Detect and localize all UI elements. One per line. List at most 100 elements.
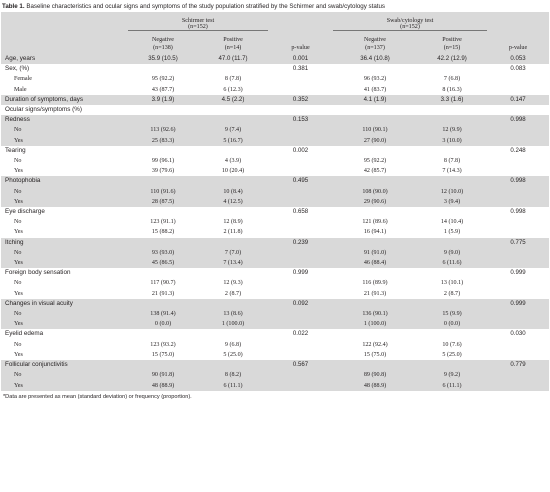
table-caption-label: Table 1. <box>2 3 25 10</box>
swab-positive-cell: 1 (5.9) <box>443 229 461 236</box>
swab-negative-cell <box>333 176 418 187</box>
schirmer-pvalue-cell <box>268 85 333 95</box>
schirmer-positive-cell: 47.0 (11.7) <box>198 54 269 65</box>
schirmer-negative-header: Negative (n=138) <box>128 30 198 54</box>
table-row: No 123 (93.2) 9 (6.8) 122 (92.4) 10 (7.6) <box>1 340 549 350</box>
row-label: No <box>1 247 128 259</box>
swab-positive-cell <box>417 329 487 339</box>
header-label-col <box>1 30 128 54</box>
row-label: Ocular signs/symptoms (%) <box>5 106 82 114</box>
schirmer-positive-label: Positive <box>223 37 243 43</box>
swab-positive-cell <box>417 176 488 187</box>
swab-pvalue-cell <box>487 289 549 299</box>
row-label: Duration of symptoms, days <box>1 94 128 106</box>
schirmer-positive-cell: 9 (6.8) <box>224 341 242 348</box>
table-row: Follicular conjunctivitis 0.567 0.779 <box>1 360 550 371</box>
swab-pvalue-cell <box>487 370 550 381</box>
schirmer-positive-cell: 1 (100.0) <box>198 319 269 330</box>
row-label: Age, years <box>1 54 128 65</box>
schirmer-pvalue-cell: 0.658 <box>292 208 309 216</box>
swab-negative-n: (n=137) <box>365 44 385 51</box>
row-label: Male <box>14 86 27 93</box>
table-row: Yes 15 (75.0) 5 (25.0) 15 (75.0) 5 (25.0) <box>1 350 549 360</box>
schirmer-pvalue-cell <box>268 135 334 146</box>
schirmer-positive-cell: 12 (8.9) <box>223 219 243 226</box>
schirmer-positive-cell: 4 (3.9) <box>224 158 242 165</box>
table-row: No 93 (93.0) 7 (7.0) 91 (91.0) 9 (9.0) <box>1 247 550 259</box>
swab-positive-cell <box>417 268 487 278</box>
schirmer-positive-cell: 10 (8.4) <box>198 186 269 197</box>
table-row: Yes 28 (87.5) 4 (12.5) 29 (90.6) 3 (9.4) <box>1 196 550 208</box>
row-label: Foreign body sensation <box>5 269 71 277</box>
schirmer-positive-cell: 9 (7.4) <box>198 125 269 136</box>
swab-pvalue-cell: 0.083 <box>510 65 526 73</box>
schirmer-positive-cell: 6 (11.1) <box>198 380 269 391</box>
row-label: Yes <box>14 351 23 358</box>
swab-positive-cell: 7 (14.3) <box>442 168 462 175</box>
swab-negative-label: Negative <box>364 37 387 43</box>
table-row: No 110 (91.6) 10 (8.4) 108 (90.0) 12 (10.0) <box>1 186 550 197</box>
swab-negative-cell: 27 (90.0) <box>333 135 418 146</box>
swab-pvalue-cell: 0.779 <box>487 360 550 371</box>
swab-positive-label: Positive <box>442 37 462 43</box>
schirmer-pvalue-cell: 0.381 <box>292 65 309 73</box>
swab-pvalue-cell <box>487 105 549 115</box>
table-row: Female 95 (92.2) 8 (7.8) 96 (93.2) 7 (6.8) <box>1 74 549 84</box>
schirmer-pvalue-cell <box>268 166 333 176</box>
swab-positive-cell: 3 (9.4) <box>417 196 488 208</box>
schirmer-positive-n: (n=14) <box>224 44 242 51</box>
row-label: Yes <box>1 380 128 391</box>
schirmer-positive-cell <box>198 105 268 115</box>
schirmer-positive-cell: 4 (12.5) <box>198 196 269 208</box>
table-row: Yes 15 (88.2) 2 (11.8) 16 (94.1) 1 (5.9) <box>1 227 549 237</box>
swab-positive-cell <box>417 105 487 115</box>
table-row: Changes in visual acuity 0.092 0.999 <box>1 298 550 310</box>
swab-negative-cell <box>333 207 417 217</box>
swab-negative-cell: 29 (90.6) <box>333 196 418 208</box>
schirmer-positive-cell: 6 (12.3) <box>223 86 243 93</box>
header-empty-3 <box>487 12 550 31</box>
schirmer-positive-cell: 5 (25.0) <box>223 351 243 358</box>
swab-positive-header: Positive (n=15) <box>417 30 488 54</box>
swab-negative-cell: 15 (75.0) <box>363 351 387 358</box>
schirmer-pvalue-cell <box>268 380 334 391</box>
swab-positive-cell: 42.2 (12.9) <box>417 54 488 65</box>
swab-pvalue-cell <box>487 156 549 166</box>
schirmer-positive-cell: 7 (13.4) <box>198 258 269 269</box>
schirmer-pvalue-cell <box>268 289 333 299</box>
swab-negative-cell <box>333 298 418 310</box>
swab-positive-cell: 12 (9.9) <box>417 125 488 136</box>
row-label: Yes <box>14 229 23 236</box>
schirmer-pvalue-cell: 0.092 <box>268 298 334 310</box>
swab-negative-cell: 108 (90.0) <box>333 186 418 197</box>
swab-positive-n: (n=15) <box>443 44 461 51</box>
schirmer-pvalue-header: p-value <box>268 30 334 54</box>
table-body: Age, years 35.9 (10.5) 47.0 (11.7) 0.001 36.… <box>1 54 550 391</box>
table-row: Yes 39 (79.6) 10 (20.4) 42 (85.7) 7 (14.3) <box>1 166 549 176</box>
table-row: Sex, (%) 0.381 0.083 <box>1 64 549 74</box>
row-label: Female <box>14 76 32 83</box>
table-row: Age, years 35.9 (10.5) 47.0 (11.7) 0.001 36.… <box>1 54 550 65</box>
schirmer-positive-cell: 12 (9.3) <box>223 280 243 287</box>
swab-negative-cell: 42 (85.7) <box>363 168 387 175</box>
schirmer-negative-cell <box>128 176 198 187</box>
schirmer-negative-cell <box>128 146 198 156</box>
swab-negative-cell <box>333 329 417 339</box>
swab-negative-cell: 16 (94.1) <box>363 229 387 236</box>
swab-negative-cell: 96 (93.2) <box>363 76 387 83</box>
table-row: Ocular signs/symptoms (%) <box>1 105 549 115</box>
row-label: No <box>1 309 128 320</box>
schirmer-pvalue-cell: 0.495 <box>268 176 334 187</box>
swab-positive-cell: 0 (0.0) <box>417 319 488 330</box>
schirmer-positive-cell <box>198 268 268 278</box>
swab-negative-cell <box>333 360 418 371</box>
swab-pvalue-cell: 0.998 <box>510 208 526 216</box>
swab-negative-cell: 21 (91.3) <box>363 290 387 297</box>
swab-pvalue-cell: 0.775 <box>487 237 550 248</box>
swab-positive-cell: 3 (10.0) <box>417 135 488 146</box>
schirmer-negative-cell: 113 (92.6) <box>128 125 198 136</box>
swab-pvalue-cell <box>487 166 549 176</box>
swab-positive-cell: 14 (10.4) <box>440 219 464 226</box>
table-row: Eyelid edema 0.022 0.030 <box>1 329 549 339</box>
schirmer-negative-cell: 0 (0.0) <box>128 319 198 330</box>
